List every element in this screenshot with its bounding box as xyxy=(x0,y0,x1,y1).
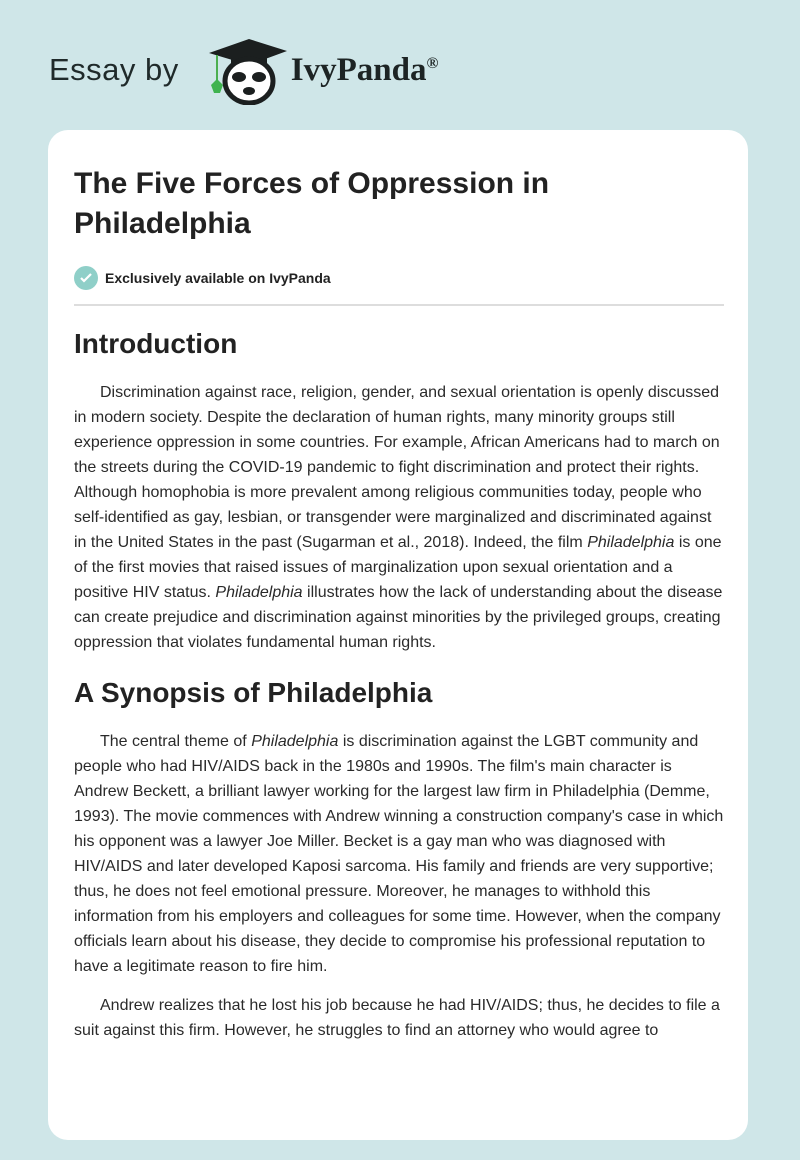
film-title: Philadelphia xyxy=(251,733,339,750)
text: is one of the first movies that raised i… xyxy=(74,534,722,601)
text: The central theme of xyxy=(100,733,252,750)
check-icon xyxy=(74,266,98,290)
paragraph: The central theme of Philadelphia is dis… xyxy=(74,729,724,979)
divider xyxy=(74,304,724,306)
film-title: Philadelphia xyxy=(587,534,675,551)
paragraph: Andrew realizes that he lost his job bec… xyxy=(74,997,720,1039)
badge-text: Exclusively available on IvyPanda xyxy=(105,270,331,286)
brand-text: IvyPanda xyxy=(290,51,427,88)
text: is discrimination against the LGBT commu… xyxy=(74,733,724,975)
site-header: Essay by IvyPanda® xyxy=(49,39,439,105)
brand-name: IvyPanda® xyxy=(291,52,439,89)
section-heading: Introduction xyxy=(74,328,238,359)
page-title: The Five Forces of Oppression in Philade… xyxy=(74,167,550,240)
exclusive-badge: Exclusively available on IvyPanda xyxy=(74,266,724,290)
paragraph: Discrimination against race, religion, g… xyxy=(74,380,724,655)
registered-mark: ® xyxy=(426,54,439,72)
text: illustrates how the lack of understandin… xyxy=(74,584,723,651)
essay-card: The Five Forces of Oppression in Philade… xyxy=(48,130,748,1140)
essay-by-label: Essay by xyxy=(49,52,179,87)
panda-graduate-logo[interactable] xyxy=(201,35,289,105)
film-title: Philadelphia xyxy=(215,584,303,601)
section-heading: A Synopsis of Philadelphia xyxy=(74,677,433,708)
text: Discrimination against race, religion, g… xyxy=(74,384,720,551)
